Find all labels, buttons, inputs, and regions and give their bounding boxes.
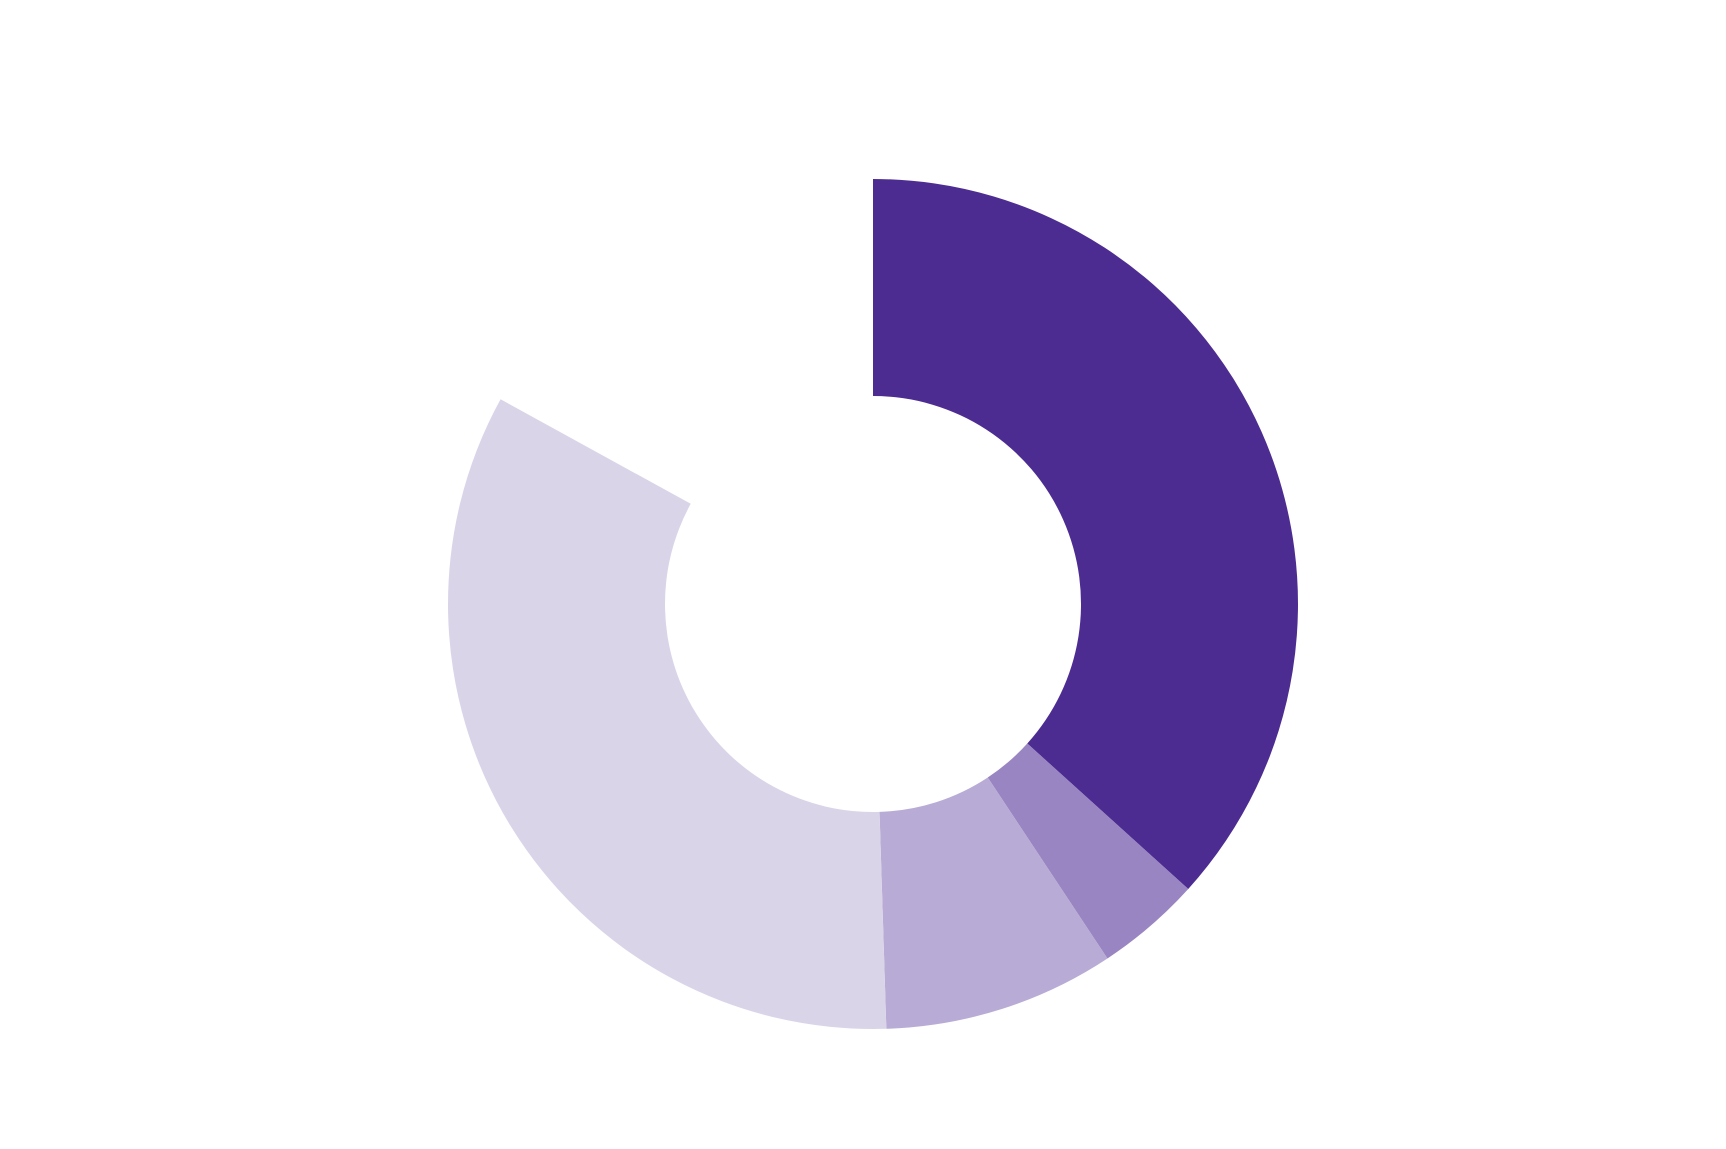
donut-slice-2 <box>987 743 1189 959</box>
donut-slice-4 <box>448 399 887 1029</box>
donut-slice-1 <box>873 179 1298 890</box>
donut-slice-3 <box>879 777 1108 1029</box>
donut-slices <box>448 179 1298 1029</box>
